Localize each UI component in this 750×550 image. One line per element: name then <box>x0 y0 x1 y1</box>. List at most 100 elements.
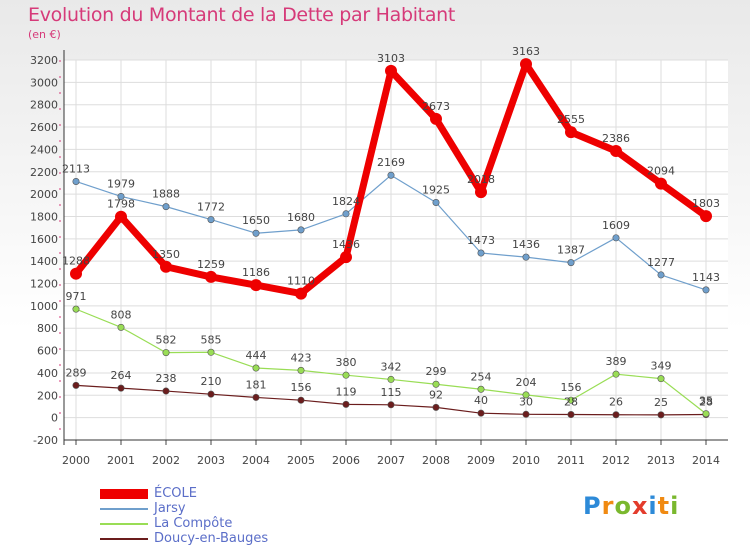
data-point <box>70 267 82 280</box>
data-point <box>475 186 487 199</box>
data-label: 156 <box>291 381 312 394</box>
data-point <box>250 279 262 292</box>
x-tick-label: 2007 <box>377 454 405 467</box>
x-tick-label: 2003 <box>197 454 225 467</box>
y-tick-label: 2200 <box>30 166 58 179</box>
data-point <box>340 251 352 264</box>
y-tick-label: 3000 <box>30 76 58 89</box>
data-point <box>252 393 260 401</box>
data-point <box>72 381 80 389</box>
data-label: 2094 <box>647 165 675 178</box>
data-label: 1387 <box>557 244 585 257</box>
data-point <box>612 234 620 242</box>
data-label: 28 <box>699 396 713 409</box>
data-label: 3163 <box>512 45 540 58</box>
data-point <box>567 411 575 419</box>
x-tick-label: 2012 <box>602 454 630 467</box>
data-point <box>432 199 440 207</box>
data-label: 210 <box>201 375 222 388</box>
data-label: 1143 <box>692 271 720 284</box>
data-label: 1436 <box>512 238 540 251</box>
y-tick-label: 1800 <box>30 210 58 223</box>
data-label: 1772 <box>197 201 225 214</box>
y-tick-label: 600 <box>37 345 58 358</box>
data-label: 2555 <box>557 113 585 126</box>
data-label: 808 <box>111 308 132 321</box>
data-point <box>522 410 530 418</box>
data-label: 2018 <box>467 173 495 186</box>
data-point <box>612 370 620 378</box>
logo-letter: t <box>657 492 671 520</box>
data-point <box>207 216 215 224</box>
data-point <box>477 249 485 257</box>
legend-label: Jarsy <box>154 501 186 516</box>
data-label: 389 <box>606 355 627 368</box>
data-label: 1277 <box>647 256 675 269</box>
chart-subtitle: (en €) <box>28 28 61 41</box>
data-label: 299 <box>426 365 447 378</box>
logo-letter: o <box>614 492 632 520</box>
data-label: 585 <box>201 333 222 346</box>
proxiti-logo: Proxiti <box>583 492 679 520</box>
data-point <box>612 411 620 419</box>
logo-letter: r <box>601 492 615 520</box>
data-point <box>430 112 442 125</box>
x-tick-label: 2011 <box>557 454 585 467</box>
data-point <box>342 371 350 379</box>
y-tick-label: 400 <box>37 367 58 380</box>
logo-letter: x <box>631 492 649 520</box>
data-point <box>387 171 395 179</box>
data-label: 1798 <box>107 198 135 211</box>
data-point <box>342 210 350 218</box>
data-point <box>207 390 215 398</box>
x-tick-label: 2014 <box>692 454 720 467</box>
data-point <box>432 380 440 388</box>
x-tick-label: 2002 <box>152 454 180 467</box>
y-tick-label: 200 <box>37 389 58 402</box>
data-label: 181 <box>246 378 267 391</box>
data-label: 25 <box>654 396 668 409</box>
data-label: 115 <box>381 386 402 399</box>
legend-label: ÉCOLE <box>154 486 197 501</box>
data-label: 92 <box>429 388 443 401</box>
data-label: 1979 <box>107 177 135 190</box>
data-point <box>252 229 260 237</box>
legend-swatch <box>100 537 148 540</box>
data-label: 204 <box>516 376 537 389</box>
data-point <box>432 403 440 411</box>
legend-label: Doucy-en-Bauges <box>154 531 269 546</box>
data-label: 254 <box>471 370 492 383</box>
data-label: 264 <box>111 369 132 382</box>
data-label: 1888 <box>152 188 180 201</box>
y-tick-label: -200 <box>33 434 58 447</box>
legend-swatch <box>100 522 148 525</box>
data-point <box>657 411 665 419</box>
data-label: 1925 <box>422 184 450 197</box>
data-label: 2386 <box>602 132 630 145</box>
legend-swatch <box>100 507 148 510</box>
data-point <box>295 287 307 300</box>
data-point <box>610 144 622 157</box>
x-tick-label: 2006 <box>332 454 360 467</box>
data-point <box>162 349 170 357</box>
data-point <box>162 387 170 395</box>
x-tick-label: 2010 <box>512 454 540 467</box>
data-point <box>160 260 172 273</box>
data-point <box>567 396 575 404</box>
data-label: 30 <box>519 395 533 408</box>
data-label: 119 <box>336 385 357 398</box>
data-label: 444 <box>246 349 267 362</box>
y-tick-label: 2000 <box>30 188 58 201</box>
y-tick-label: 2400 <box>30 143 58 156</box>
data-label: 1110 <box>287 275 315 288</box>
data-point <box>522 253 530 261</box>
logo-letter: i <box>670 492 680 520</box>
data-point <box>565 126 577 139</box>
legend-item: La Compôte <box>100 516 268 531</box>
data-point <box>700 210 712 223</box>
data-label: 289 <box>66 366 87 379</box>
y-tick-label: 800 <box>37 322 58 335</box>
data-point <box>520 58 532 71</box>
data-point <box>117 192 125 200</box>
